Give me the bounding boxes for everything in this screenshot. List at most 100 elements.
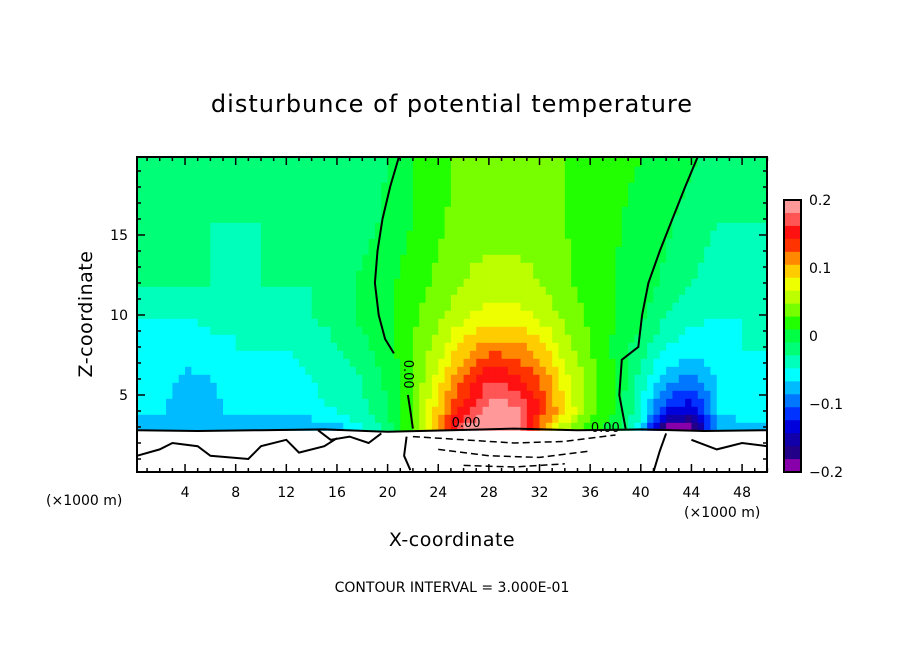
heatmap-cell xyxy=(324,182,332,191)
heatmap-cell xyxy=(286,398,294,407)
heatmap-cell xyxy=(754,286,762,295)
heatmap-cell xyxy=(754,382,762,391)
heatmap-cell xyxy=(292,286,300,295)
heatmap-cell xyxy=(412,390,420,399)
heatmap-cell xyxy=(577,174,585,183)
heatmap-cell xyxy=(400,198,408,207)
heatmap-cell xyxy=(197,374,205,383)
heatmap-cell xyxy=(653,390,661,399)
heatmap-cell xyxy=(197,206,205,215)
heatmap-cell xyxy=(311,302,319,311)
heatmap-cell xyxy=(463,174,471,183)
heatmap-cell xyxy=(729,326,737,335)
heatmap-cell xyxy=(545,350,553,359)
heatmap-cell xyxy=(602,270,610,279)
heatmap-cell xyxy=(495,206,503,215)
x-tick-label: 40 xyxy=(632,485,650,501)
heatmap-cell xyxy=(362,318,370,327)
heatmap-cell xyxy=(412,278,420,287)
heatmap-cell xyxy=(248,294,256,303)
heatmap-cell xyxy=(704,158,712,167)
heatmap-cell xyxy=(691,254,699,263)
heatmap-cell xyxy=(400,398,408,407)
heatmap-cell xyxy=(343,302,351,311)
heatmap-cell xyxy=(754,262,762,271)
heatmap-cell xyxy=(476,262,484,271)
heatmap-cell xyxy=(368,382,376,391)
heatmap-cell xyxy=(140,326,148,335)
heatmap-cell xyxy=(685,182,693,191)
heatmap-cell xyxy=(298,238,306,247)
heatmap-cell xyxy=(444,262,452,271)
heatmap-cell xyxy=(583,190,591,199)
heatmap-cell xyxy=(223,222,230,231)
heatmap-cell xyxy=(628,238,636,247)
heatmap-cell xyxy=(210,254,218,263)
heatmap-cell xyxy=(336,342,344,351)
heatmap-cell xyxy=(748,206,756,215)
heatmap-cell xyxy=(742,262,750,271)
heatmap-cell xyxy=(754,334,762,343)
heatmap-cell xyxy=(393,294,401,303)
heatmap-cell xyxy=(438,206,446,215)
heatmap-cell xyxy=(716,302,724,311)
heatmap-cell xyxy=(666,422,674,431)
heatmap-cell xyxy=(324,406,332,415)
heatmap-cell xyxy=(545,270,553,279)
heatmap-cell xyxy=(526,390,534,399)
heatmap-cell xyxy=(279,198,287,207)
heatmap-cell xyxy=(685,238,693,247)
heatmap-cell xyxy=(526,358,534,367)
heatmap-cell xyxy=(216,286,224,295)
heatmap-cell xyxy=(159,230,167,239)
heatmap-cell xyxy=(147,334,154,343)
heatmap-cell xyxy=(305,414,313,423)
heatmap-cell xyxy=(514,206,522,215)
heatmap-cell xyxy=(172,158,180,167)
heatmap-cell xyxy=(172,302,180,311)
heatmap-cell xyxy=(210,310,218,319)
heatmap-cell xyxy=(210,158,218,167)
heatmap-cell xyxy=(267,382,275,391)
heatmap-cell xyxy=(279,158,287,167)
heatmap-cell xyxy=(254,262,262,271)
heatmap-cell xyxy=(343,286,351,295)
heatmap-cell xyxy=(254,182,262,191)
heatmap-cell xyxy=(488,254,496,263)
heatmap-cell xyxy=(336,294,344,303)
heatmap-cell xyxy=(685,254,693,263)
heatmap-cell xyxy=(507,334,515,343)
heatmap-cell xyxy=(640,222,648,231)
heatmap-cell xyxy=(691,294,699,303)
contour-line-dashed xyxy=(438,448,591,459)
heatmap-cell xyxy=(754,214,762,223)
heatmap-cell xyxy=(533,390,541,399)
heatmap-cell xyxy=(602,294,610,303)
heatmap-cell xyxy=(742,382,750,391)
heatmap-cell xyxy=(444,390,452,399)
heatmap-cell xyxy=(558,262,566,271)
heatmap-cell xyxy=(349,270,357,279)
heatmap-cell xyxy=(463,302,471,311)
heatmap-cell xyxy=(147,366,154,375)
heatmap-cell xyxy=(147,270,154,279)
heatmap-cell xyxy=(425,422,433,431)
heatmap-cell xyxy=(317,406,325,415)
heatmap-cell xyxy=(647,254,655,263)
heatmap-cell xyxy=(539,238,547,247)
heatmap-cell xyxy=(457,382,465,391)
heatmap-cell xyxy=(596,406,604,415)
heatmap-cell xyxy=(406,334,414,343)
heatmap-cell xyxy=(387,390,395,399)
heatmap-cell xyxy=(166,398,173,407)
heatmap-cell xyxy=(406,230,414,239)
heatmap-cell xyxy=(412,206,420,215)
heatmap-cell xyxy=(514,166,522,175)
heatmap-cell xyxy=(754,182,762,191)
heatmap-cell xyxy=(425,310,433,319)
heatmap-cell xyxy=(545,422,553,431)
heatmap-cell xyxy=(191,270,199,279)
heatmap-cell xyxy=(552,398,560,407)
heatmap-cell xyxy=(349,390,357,399)
heatmap-cell xyxy=(305,174,313,183)
